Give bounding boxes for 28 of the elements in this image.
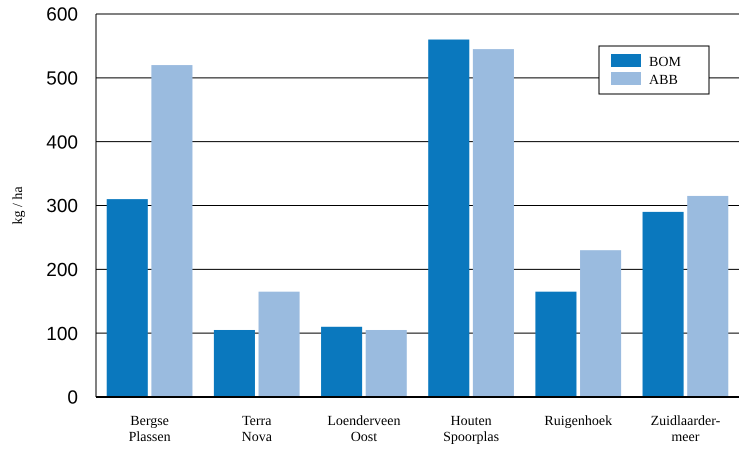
x-tick-label: Zuidlaarder-meer xyxy=(650,414,721,445)
bar xyxy=(428,40,470,397)
bar xyxy=(535,292,576,397)
x-tick-label: Loenderveen Oost xyxy=(327,414,400,445)
legend-label: ABB xyxy=(649,72,678,88)
bar xyxy=(321,326,362,397)
bar xyxy=(151,65,192,397)
bar xyxy=(366,330,407,397)
y-tick-label: 400 xyxy=(46,132,78,154)
y-tick-label: 300 xyxy=(46,196,78,218)
x-tick-label: Terra Nova xyxy=(242,414,273,445)
x-tick-label: Bergse Plassen xyxy=(128,414,171,445)
y-axis-title: kg / ha xyxy=(11,186,26,225)
x-tick-label: Ruigenhoek xyxy=(544,414,612,429)
bar xyxy=(214,330,255,397)
bar xyxy=(687,196,728,397)
bar xyxy=(472,49,514,397)
y-tick-label: 500 xyxy=(46,68,78,90)
bar xyxy=(642,212,684,397)
bar xyxy=(580,250,622,397)
x-tick-label: Houten Spoorplas xyxy=(443,414,500,445)
bar xyxy=(106,199,148,397)
y-tick-label: 200 xyxy=(46,260,78,281)
y-tick-label: 100 xyxy=(46,324,78,345)
bar xyxy=(258,292,300,397)
legend-label: BOM xyxy=(649,54,682,70)
y-tick-label: 0 xyxy=(67,388,78,409)
y-tick-label: 600 xyxy=(46,4,78,26)
